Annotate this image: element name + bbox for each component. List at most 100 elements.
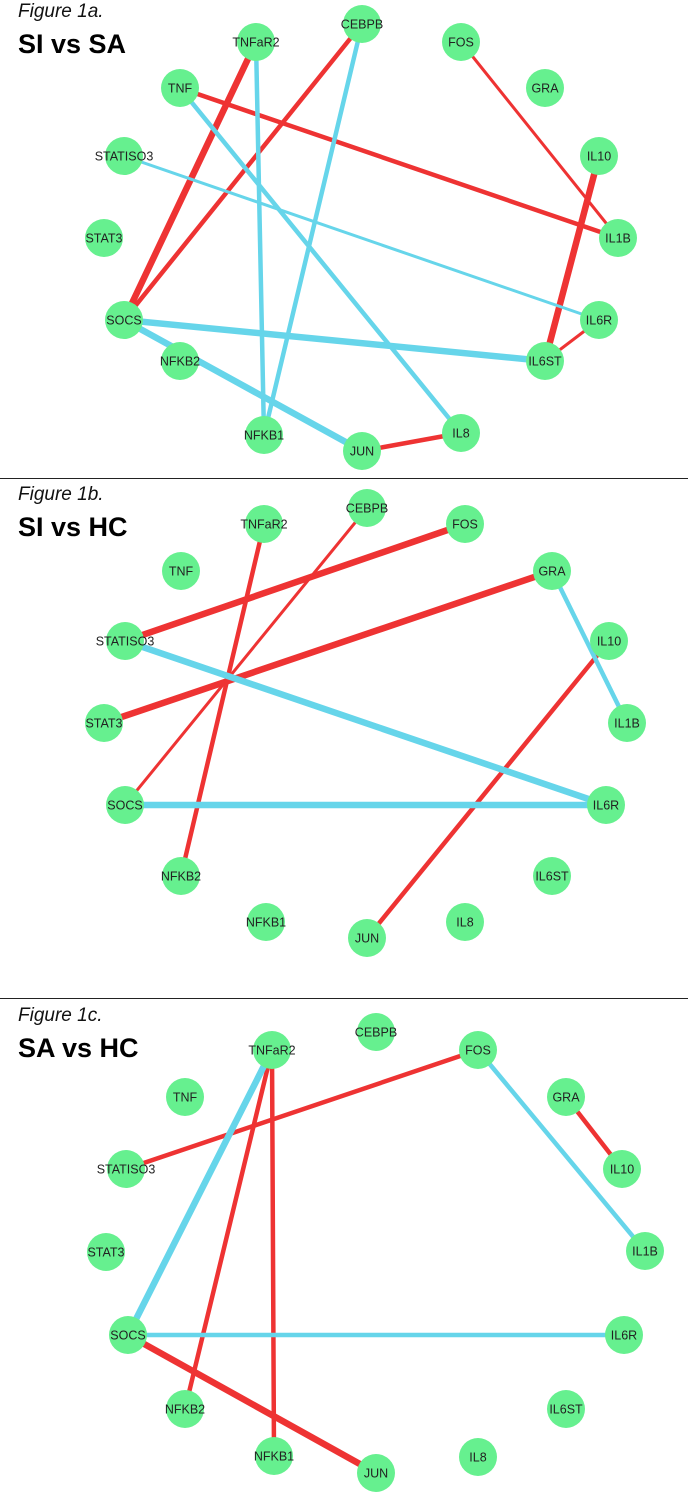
node-label: TNF: [169, 565, 194, 579]
node-circle: [87, 1233, 125, 1271]
node-label: STATISO3: [96, 635, 155, 649]
node-label: NFKB1: [244, 429, 284, 443]
node-circle: [255, 1437, 293, 1475]
node-1a-socs: SOCS: [105, 301, 143, 339]
node-1a-nfkb1: NFKB1: [244, 416, 284, 454]
node-1c-il10: IL10: [603, 1150, 641, 1188]
node-circle: [580, 301, 618, 339]
node-circle: [106, 786, 144, 824]
node-circle: [109, 1316, 147, 1354]
node-label: SOCS: [110, 1329, 145, 1343]
node-1c-tnfar2: TNFaR2: [248, 1031, 296, 1069]
node-label: STATISO3: [95, 150, 154, 164]
node-1c-cebpb: CEBPB: [355, 1013, 397, 1051]
node-1a-fos: FOS: [442, 23, 480, 61]
node-1b-tnf: TNF: [162, 552, 200, 590]
node-circle: [343, 432, 381, 470]
node-1c-il6r: IL6R: [605, 1316, 643, 1354]
node-circle: [357, 1454, 395, 1492]
node-label: CEBPB: [341, 18, 383, 32]
node-1b-socs: SOCS: [106, 786, 144, 824]
node-1b-il10: IL10: [590, 622, 628, 660]
node-1c-jun: JUN: [357, 1454, 395, 1492]
node-label: IL8: [452, 427, 469, 441]
node-label: IL10: [587, 150, 611, 164]
node-circle: [580, 137, 618, 175]
node-1c-il1b: IL1B: [626, 1232, 664, 1270]
edge-1c-tnfar2-socs: [124, 1046, 276, 1339]
node-circle: [107, 1150, 145, 1188]
node-circle: [237, 23, 275, 61]
edge-1a-cebpb-nfkb1: [261, 21, 365, 438]
figure-1a-title: SI vs SA: [18, 29, 127, 59]
node-circle: [526, 69, 564, 107]
node-1a-il1b: IL1B: [599, 219, 637, 257]
node-1b-il8: IL8: [446, 903, 484, 941]
node-circle: [526, 342, 564, 380]
node-label: IL10: [610, 1163, 634, 1177]
figure-1b-title: SI vs HC: [18, 512, 128, 542]
node-label: GRA: [538, 565, 566, 579]
node-circle: [459, 1031, 497, 1069]
figure-1a-label: Figure 1a.: [18, 1, 104, 22]
edge-1a-tnfar2-nfkb1: [253, 39, 267, 438]
node-1c-statiso3: STATISO3: [97, 1150, 155, 1188]
node-label: FOS: [448, 36, 474, 50]
node-label: SOCS: [106, 314, 141, 328]
edge-1c-fos-statiso3: [123, 1047, 481, 1172]
node-1a-tnfar2: TNFaR2: [232, 23, 280, 61]
node-circle: [105, 137, 143, 175]
node-circle: [442, 414, 480, 452]
node-1b-nfkb1: NFKB1: [246, 903, 286, 941]
edge-1b-cebpb-socs: [123, 506, 369, 807]
edge-1a-tnf-il1b: [177, 85, 621, 241]
node-label: IL6R: [611, 1329, 637, 1343]
node-label: TNFaR2: [248, 1044, 295, 1058]
node-1b-gra: GRA: [533, 552, 571, 590]
node-1a-stat3: STAT3: [85, 219, 123, 257]
node-circle: [446, 505, 484, 543]
node-label: NFKB1: [246, 916, 286, 930]
edge-1b-statiso3-il6r: [121, 637, 610, 809]
node-1a-jun: JUN: [343, 432, 381, 470]
node-label: IL6ST: [528, 355, 562, 369]
node-label: IL6ST: [549, 1403, 583, 1417]
node-1c-gra: GRA: [547, 1078, 585, 1116]
node-label: JUN: [350, 445, 374, 459]
node-label: NFKB2: [165, 1403, 205, 1417]
node-1b-tnfar2: TNFaR2: [240, 505, 288, 543]
node-label: IL1B: [605, 232, 631, 246]
node-circle: [547, 1078, 585, 1116]
divider-1: [0, 478, 688, 479]
node-circle: [85, 219, 123, 257]
node-circle: [161, 342, 199, 380]
node-1a-statiso3: STATISO3: [95, 137, 154, 175]
node-circle: [343, 5, 381, 43]
node-1b-il1b: IL1B: [608, 704, 646, 742]
node-label: JUN: [364, 1467, 388, 1481]
node-circle: [105, 301, 143, 339]
figure-1c-label: Figure 1c.: [18, 1005, 103, 1026]
edge-1b-gra-il1b: [549, 568, 630, 726]
edge-1c-tnfar2-nfkb2: [182, 1047, 275, 1412]
node-1b-fos: FOS: [446, 505, 484, 543]
node-circle: [161, 69, 199, 107]
node-label: TNFaR2: [232, 36, 279, 50]
node-circle: [245, 505, 283, 543]
node-label: STAT3: [85, 232, 122, 246]
edge-1a-tnfar2-socs: [120, 38, 260, 324]
node-circle: [245, 416, 283, 454]
node-1c-stat3: STAT3: [87, 1233, 125, 1271]
node-1c-tnf: TNF: [166, 1078, 204, 1116]
node-1c-nfkb2: NFKB2: [165, 1390, 205, 1428]
node-circle: [166, 1390, 204, 1428]
node-circle: [603, 1150, 641, 1188]
node-label: NFKB2: [160, 355, 200, 369]
node-label: CEBPB: [355, 1026, 397, 1040]
node-circle: [446, 903, 484, 941]
edge-1a-fos-il1b: [459, 40, 620, 240]
node-label: STAT3: [87, 1246, 124, 1260]
edge-1c-socs-jun: [124, 1331, 380, 1477]
node-1b-nfkb2: NFKB2: [161, 857, 201, 895]
node-label: FOS: [465, 1044, 491, 1058]
